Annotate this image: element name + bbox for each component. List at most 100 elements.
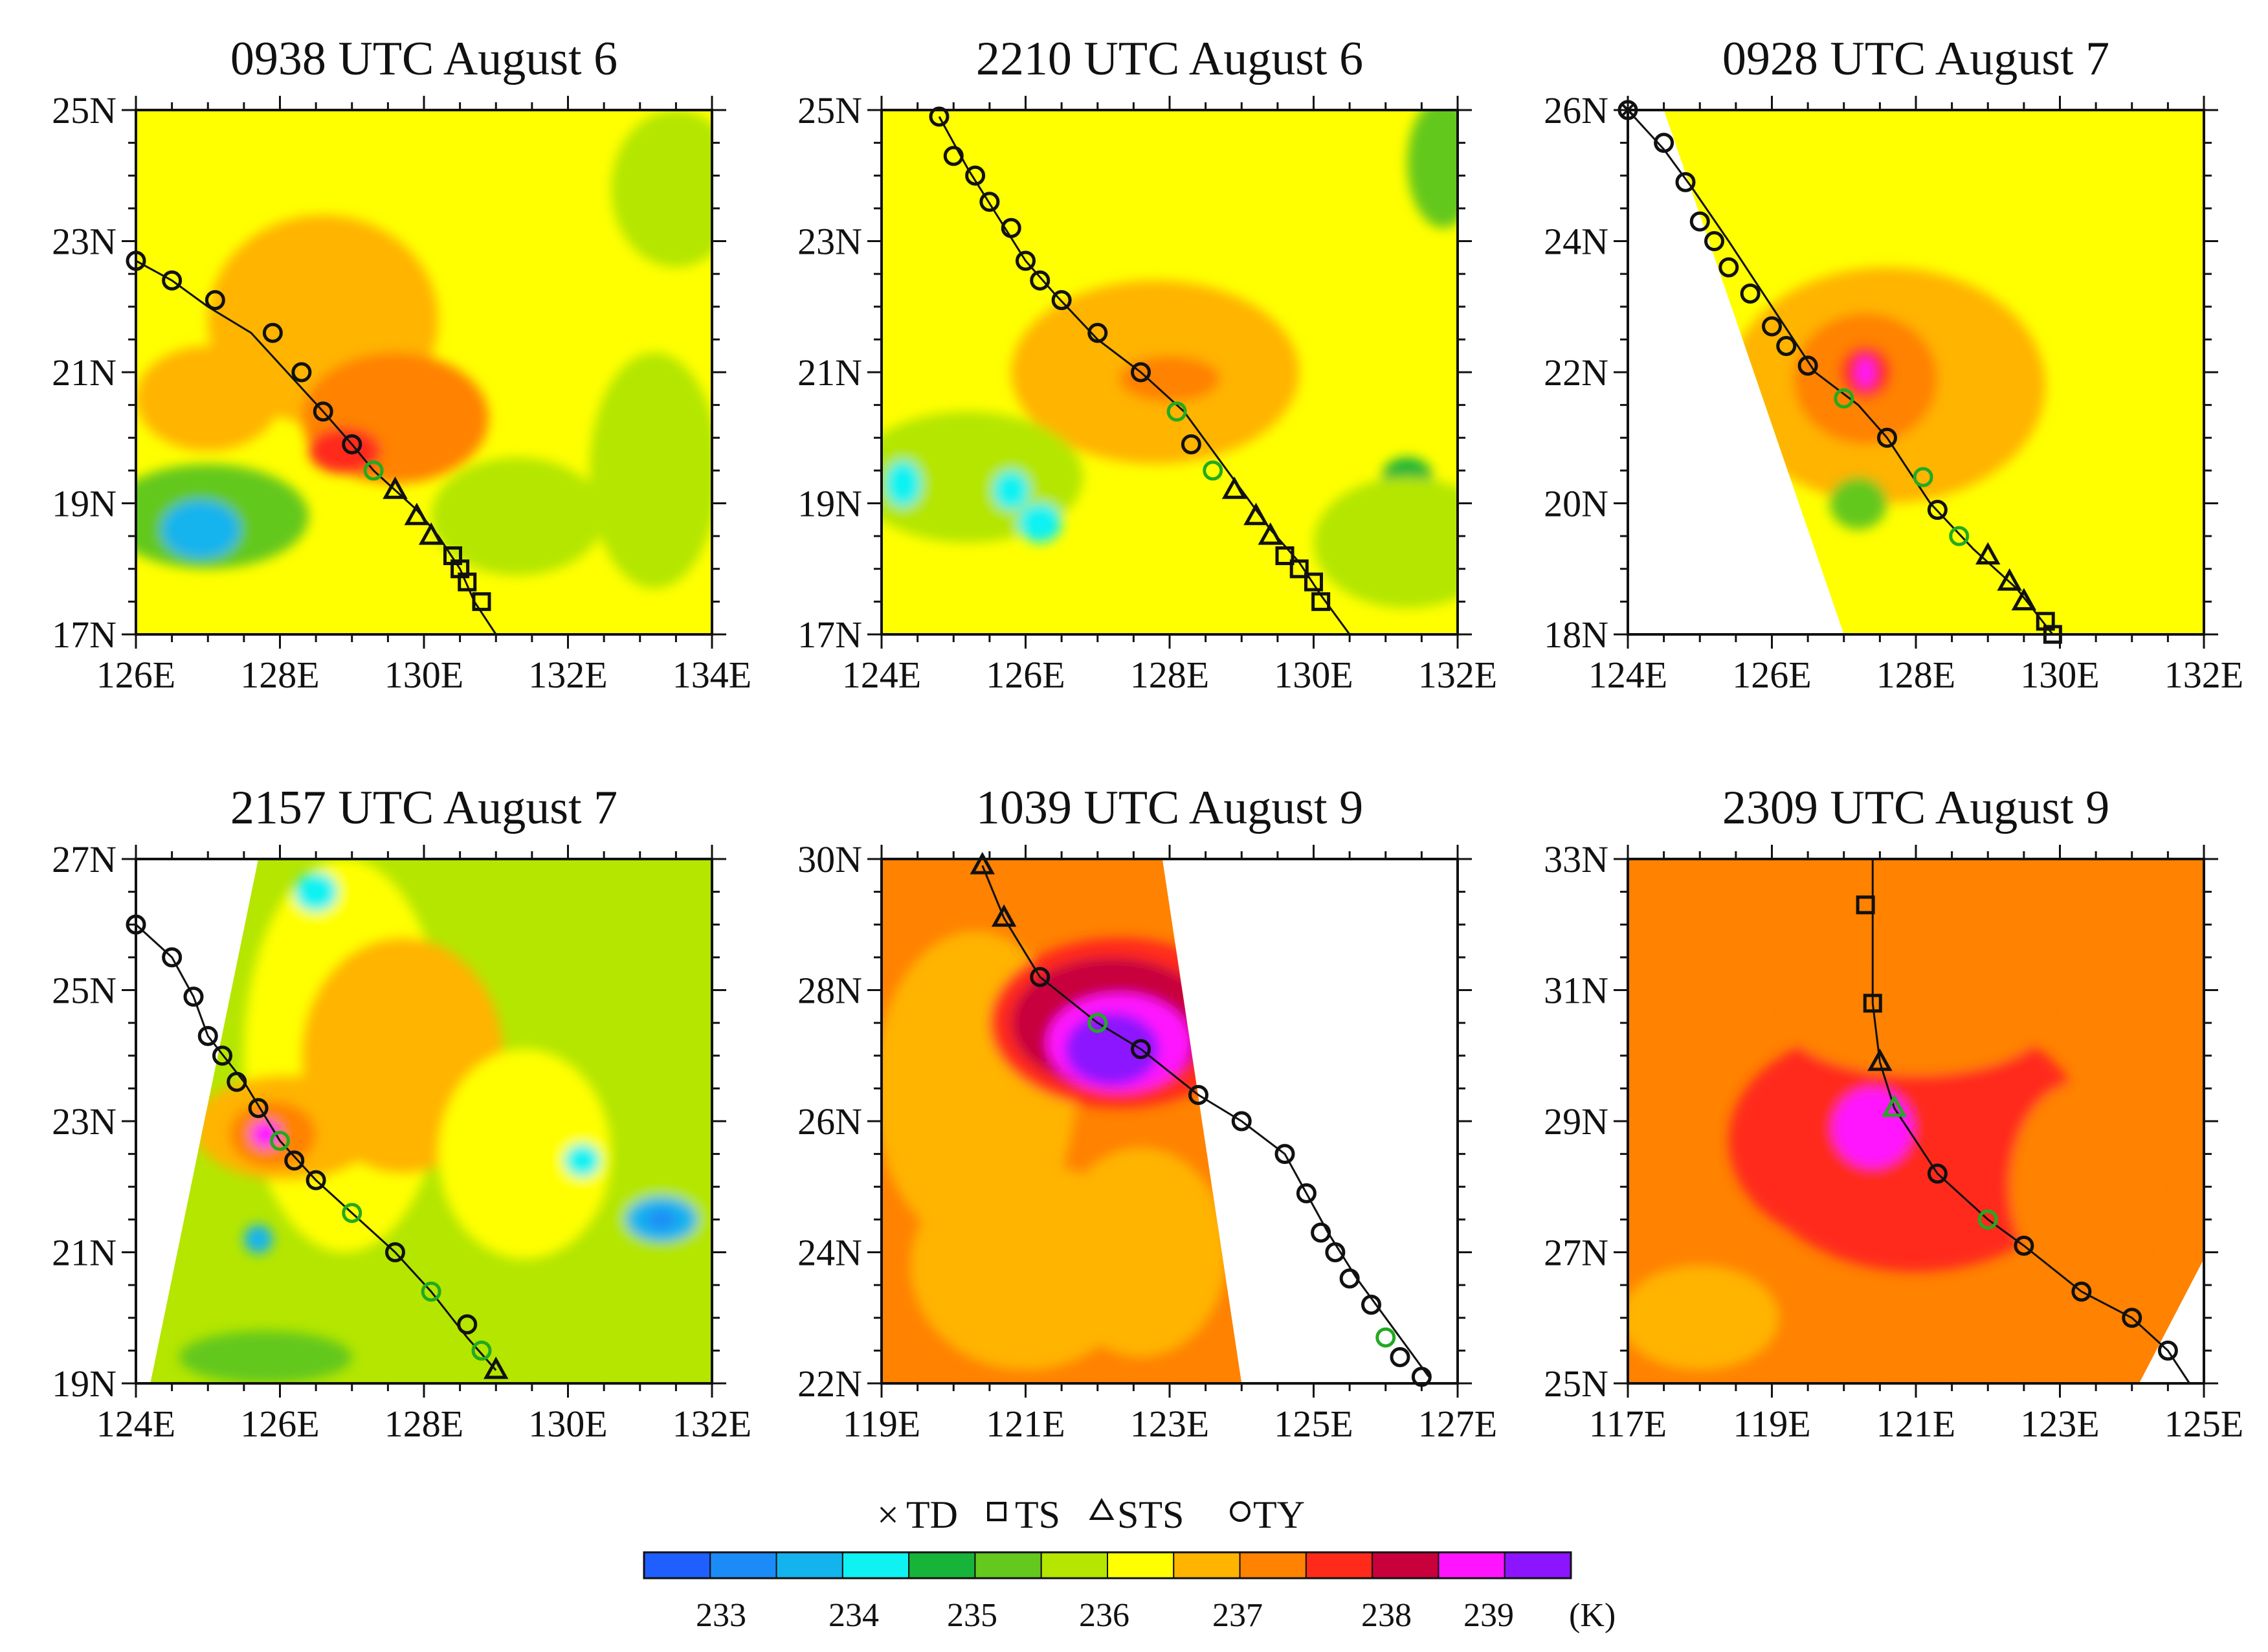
track-marker-ty [1390, 1347, 1410, 1367]
y-tick-label: 25N [797, 89, 862, 131]
x-tick-label: 126E [240, 1403, 319, 1445]
temperature-contour [161, 500, 241, 559]
colorbar-segment [1173, 1552, 1241, 1579]
temperature-contour [611, 110, 712, 267]
track-marker-ty [1834, 388, 1854, 408]
track-marker-sts [970, 851, 995, 875]
track-marker-sts [1258, 522, 1283, 545]
legend-ts-label: TS [1015, 1493, 1060, 1536]
track-marker-ty [1704, 231, 1724, 251]
panel-1: 0938 UTC August 6 126E 128E 130E 132E 134E 17N… [52, 32, 751, 696]
legend-item-ts: TS [987, 1493, 1060, 1536]
track-marker-ts [1275, 546, 1295, 565]
track-marker-sts [1997, 568, 2022, 591]
track-marker-ty [183, 987, 204, 1007]
x-tick-label: 130E [2020, 654, 2099, 696]
track-marker-ty [929, 106, 950, 127]
track-marker-ty [421, 1281, 441, 1302]
track-marker-ty [313, 401, 333, 422]
track-marker-ts [1856, 895, 1875, 915]
y-tick-label: 25N [52, 89, 117, 131]
colorbar-segment [709, 1552, 777, 1579]
colorbar-tick-label: 239 [1463, 1597, 1514, 1634]
track-marker-ts [458, 572, 477, 592]
x-tick-label: 132E [528, 654, 607, 696]
colorbar-segment [1107, 1552, 1175, 1579]
track-marker-ty [385, 1242, 405, 1262]
y-tick-label: 22N [797, 1363, 862, 1405]
axis-ticks [122, 96, 726, 649]
x-tick-label: 121E [986, 1403, 1065, 1445]
x-tick-label: 132E [2164, 654, 2243, 696]
track-marker-ty [1030, 966, 1051, 987]
track-marker-ty [248, 1098, 269, 1119]
y-tick-label: 24N [797, 1232, 862, 1274]
panel-title: 0938 UTC August 6 [230, 32, 617, 85]
panel-4: 2157 UTC August 7 124E 126E 128E 130E 132E 19N… [52, 781, 751, 1445]
track-marker-sts [1221, 476, 1247, 499]
temperature-contour [243, 1224, 273, 1254]
track-marker-ty [1051, 290, 1072, 311]
field-blobs [179, 859, 712, 1383]
typhoon-track-line [938, 116, 1351, 635]
legend-item-td: × TD [877, 1493, 958, 1536]
colorbar-segment [1504, 1552, 1572, 1579]
track-marker-ty [212, 1045, 232, 1066]
track-marker-ty [1949, 526, 1970, 546]
legend-ts-symbol [987, 1502, 1006, 1521]
temperature-contour [1829, 477, 1887, 530]
track-marker-ty [979, 192, 1000, 212]
colorbar-segment [1239, 1552, 1307, 1579]
x-tick-label: 119E [1733, 1403, 1810, 1445]
legend-sts-symbol [1089, 1497, 1115, 1520]
x-tick-label: 124E [842, 654, 921, 696]
track-marker-ty [1274, 1144, 1295, 1165]
y-tick-label: 25N [52, 970, 117, 1012]
temperature-contour [1313, 477, 1458, 608]
panel-title: 2309 UTC August 9 [1722, 781, 2109, 834]
track-marker-sts [2011, 588, 2037, 610]
colorbar [643, 1551, 1572, 1579]
colorbar-segment [1372, 1552, 1440, 1579]
track-marker-ty [1087, 1012, 1108, 1033]
temperature-contour [1628, 1265, 1779, 1370]
y-tick-label: 23N [797, 221, 862, 263]
y-tick-label: 20N [1544, 483, 1608, 525]
colorbar-segment [1040, 1552, 1108, 1579]
track-marker-ty [1339, 1268, 1360, 1289]
temperature-contour [2038, 470, 2154, 602]
track-marker-ty [457, 1314, 478, 1335]
track-marker-ty [2014, 1235, 2034, 1256]
y-tick-label: 19N [52, 483, 117, 525]
track-marker-ty [1231, 1111, 1252, 1132]
temperature-contour [589, 352, 712, 589]
track-marker-ty [342, 434, 362, 454]
colorbar-segment [775, 1552, 843, 1579]
track-marker-ty [1762, 316, 1782, 337]
track-marker-ty [1675, 172, 1696, 192]
temperature-contour [2009, 1082, 2154, 1292]
track-marker-ty [2071, 1281, 2092, 1302]
temperature-contour [885, 460, 922, 507]
y-tick-label: 17N [52, 614, 117, 656]
x-tick-label: 126E [1732, 654, 1811, 696]
legend-td-label: TD [906, 1493, 958, 1536]
axis-ticks [867, 96, 1472, 649]
temperature-contour [1786, 970, 2046, 1076]
track-marker-ty [1188, 1085, 1208, 1105]
colorbar-segment [841, 1552, 910, 1579]
track-marker-sts [383, 476, 408, 499]
x-tick-label: 132E [673, 1403, 751, 1445]
x-tick-label: 117E [1589, 1403, 1667, 1445]
x-tick-label: 125E [1274, 1403, 1353, 1445]
track-marker-ty [1689, 211, 1710, 232]
temperature-contour [179, 1331, 352, 1383]
field-blobs [882, 110, 1458, 608]
y-tick-label: 21N [52, 352, 117, 394]
y-tick-label: 30N [797, 838, 862, 880]
track-marker-sts [484, 1356, 509, 1379]
panel-6: 2309 UTC August 9 117E 119E 121E 123E 125E 25N… [1544, 781, 2243, 1445]
x-tick-label: 119E [843, 1403, 920, 1445]
y-tick-label: 26N [797, 1100, 862, 1143]
x-tick-label: 126E [986, 654, 1065, 696]
